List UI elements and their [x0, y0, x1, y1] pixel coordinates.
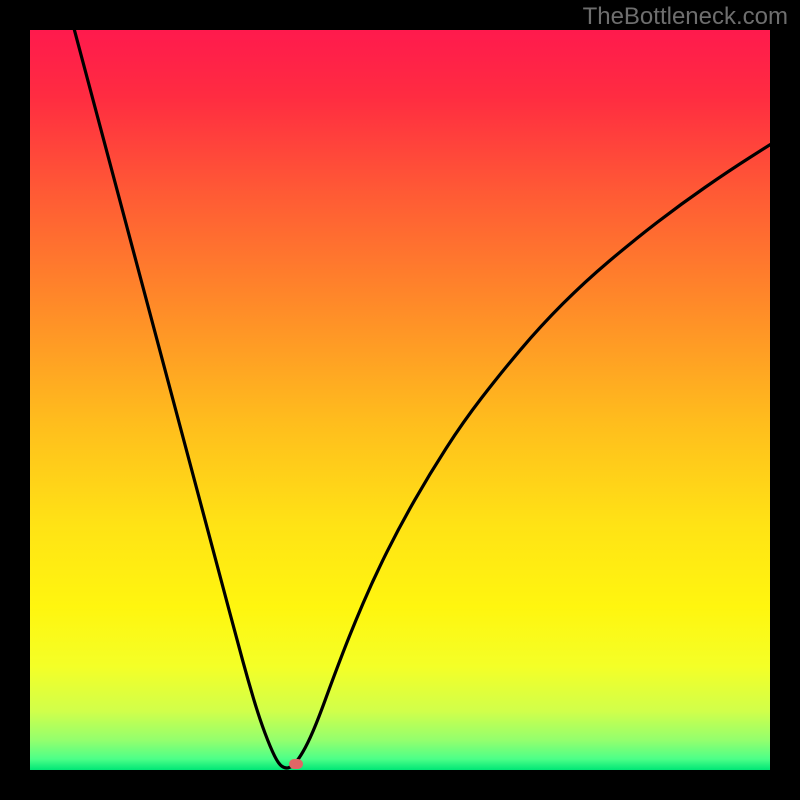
bottleneck-curve	[74, 30, 770, 768]
min-marker	[289, 759, 303, 769]
chart-container: TheBottleneck.com	[0, 0, 800, 800]
min-marker-dot	[289, 759, 303, 769]
curve-svg	[30, 30, 770, 770]
watermark-text: TheBottleneck.com	[583, 3, 788, 31]
plot-area	[30, 30, 770, 770]
